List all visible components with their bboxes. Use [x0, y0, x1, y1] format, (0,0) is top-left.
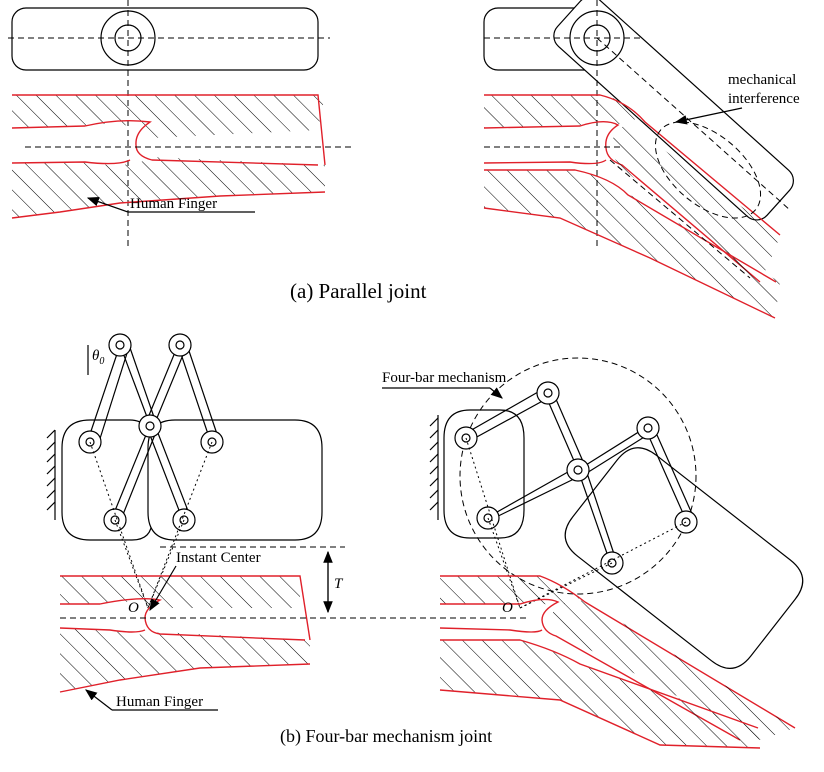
caption-a: (a) Parallel joint — [290, 279, 427, 303]
finger-outline-upper — [12, 94, 326, 166]
finger-bent-upper-hatch — [611, 125, 780, 282]
mechanical-interference-label-line2: interference — [728, 91, 800, 107]
pivot-joints — [78, 333, 224, 532]
base-right-block — [147, 419, 323, 541]
finger-upper-hatch — [12, 95, 325, 138]
point-o-left: O — [128, 600, 139, 616]
finger-bent-lower-hatch — [484, 170, 780, 318]
dimension-t-label: T — [334, 576, 344, 592]
rotated-block-right — [564, 447, 804, 669]
mechanical-interference-label: mechanical — [728, 72, 796, 88]
finger-outline-lower — [11, 191, 326, 219]
panel-a-left: Human Finger — [8, 0, 355, 248]
point-o-right: O — [502, 600, 513, 616]
pivot-joints-right — [454, 381, 698, 575]
four-bar-envelope-circle — [459, 357, 697, 595]
theta-label: θ0 — [92, 348, 104, 367]
panel-b-right: Four-bar mechanism O — [382, 357, 804, 749]
human-finger-label-bottom: Human Finger — [116, 694, 203, 710]
exoskeleton-link-bar — [11, 7, 319, 71]
finger-outline-upper-inner — [11, 119, 319, 166]
instant-center-label: Instant Center — [176, 550, 261, 566]
interference-ellipse — [654, 121, 762, 219]
four-bar-mechanism-label: Four-bar mechanism — [382, 370, 507, 386]
finger-outline-lower-inner — [11, 159, 131, 165]
panel-a-right: mechanical interference — [483, 0, 800, 319]
panel-b-left: θ0 T Instant Center O Human Finger — [46, 333, 530, 711]
caption-b: (b) Four-bar mechanism joint — [280, 726, 492, 747]
human-finger-label-top: Human Finger — [130, 196, 217, 212]
